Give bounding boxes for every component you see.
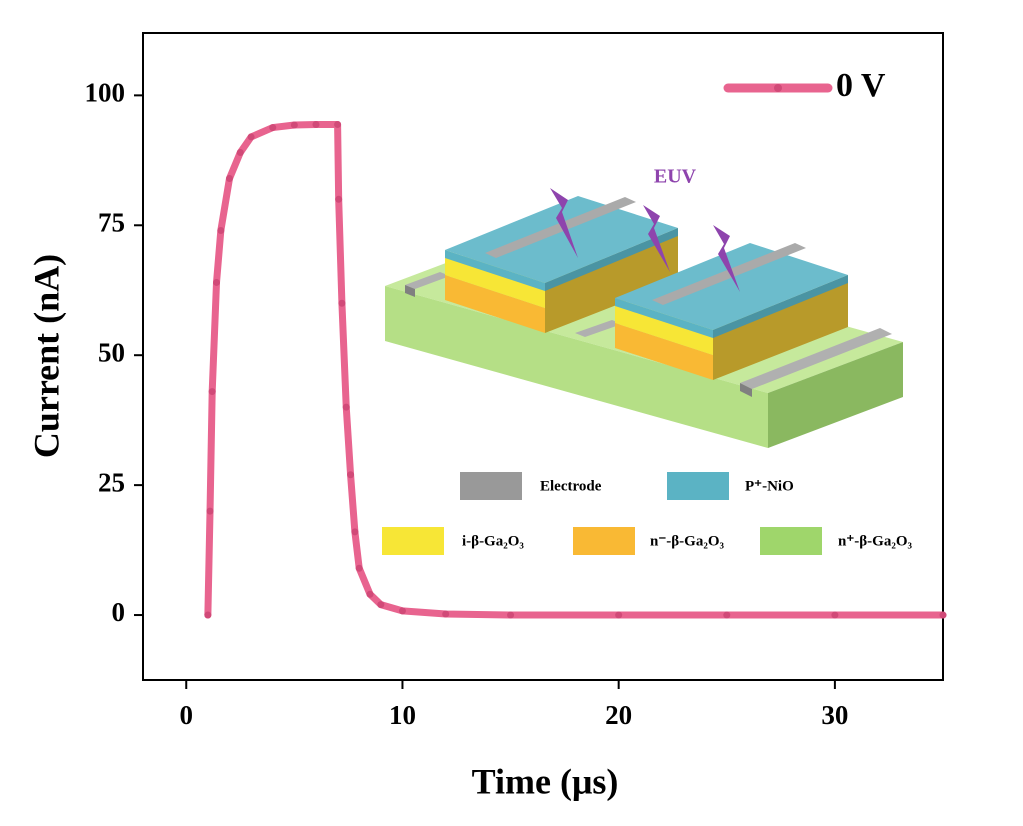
y-tick-label: 0 [112,597,126,627]
mesa-side [713,275,848,338]
legend-label: 0 V [836,67,886,104]
data-point [342,403,350,411]
inset-legend-swatch [573,527,635,555]
mesa-top [445,196,678,283]
mesa-layer [445,250,545,291]
x-tick-label: 0 [179,700,193,730]
y-tick-label: 50 [98,337,125,367]
electrode [485,197,636,258]
data-point [347,471,355,479]
inset-legend-swatch [460,472,522,500]
data-point [723,611,731,619]
data-point [831,611,839,619]
x-tick-label: 10 [389,700,416,730]
y-axis-label: Current (nA) [26,254,66,458]
euv-arrow [713,225,740,292]
data-point [225,175,233,183]
data-point [206,507,214,515]
y-tick-label: 75 [98,207,125,237]
data-point [269,124,277,132]
euv-arrow [550,188,578,258]
x-tick-label: 20 [605,700,632,730]
electrode [405,272,450,289]
euv-arrow [643,205,670,272]
data-point [507,611,515,619]
data-point [398,607,406,615]
inset-legend-label: i-β-Ga₂O₃ [462,533,524,549]
y-tick-label: 25 [98,467,125,497]
data-point [355,564,363,572]
data-point [377,601,385,609]
data-point [312,120,320,128]
substrate-side [768,342,903,448]
inset-legend-swatch [667,472,729,500]
mesa-layer [615,298,713,338]
data-point [442,610,450,618]
data-point [290,121,298,129]
data-point [338,299,346,307]
mesa-top [615,243,848,330]
inset-legend-swatch [760,527,822,555]
electrode [740,383,752,397]
data-point [335,195,343,203]
data-point [939,611,947,619]
electrode [405,285,415,297]
x-tick-label: 30 [821,700,848,730]
inset-annotation: EUV [654,166,697,188]
data-point [615,611,623,619]
data-point [334,120,342,128]
inset-legend-label: n⁻-β-Ga₂O₃ [650,533,724,549]
data-point [208,388,216,396]
data-point [236,149,244,157]
mesa-layer [615,323,713,380]
substrate-front [385,286,768,448]
electrode [652,243,806,305]
data-point [247,133,255,141]
mesa-layer [445,275,545,333]
data-point [217,226,225,234]
inset-legend-label: n⁺-β-Ga₂O₃ [838,533,912,549]
inset-legend-label: Electrode [540,478,602,494]
y-tick-label: 100 [85,78,126,108]
legend-marker [774,84,782,92]
inset-legend: Electrode P⁺-NiO i-β-Ga₂O₃ n⁻-β-Ga₂O₃ n⁺-β-G… [382,472,912,555]
data-point [213,278,221,286]
mesa-side [545,228,678,291]
data-point [204,611,212,619]
mesa-side [713,275,848,380]
plot-frame [142,32,944,681]
electrode [575,320,622,337]
data-point [351,528,359,536]
data-point [366,590,374,598]
inset-diagram: EUV [385,166,903,448]
mesa-side [545,228,678,333]
x-axis-label: Time (μs) [472,761,619,801]
electrode [740,328,892,389]
inset-legend-swatch [382,527,444,555]
inset-legend-label: P⁺-NiO [745,478,794,494]
